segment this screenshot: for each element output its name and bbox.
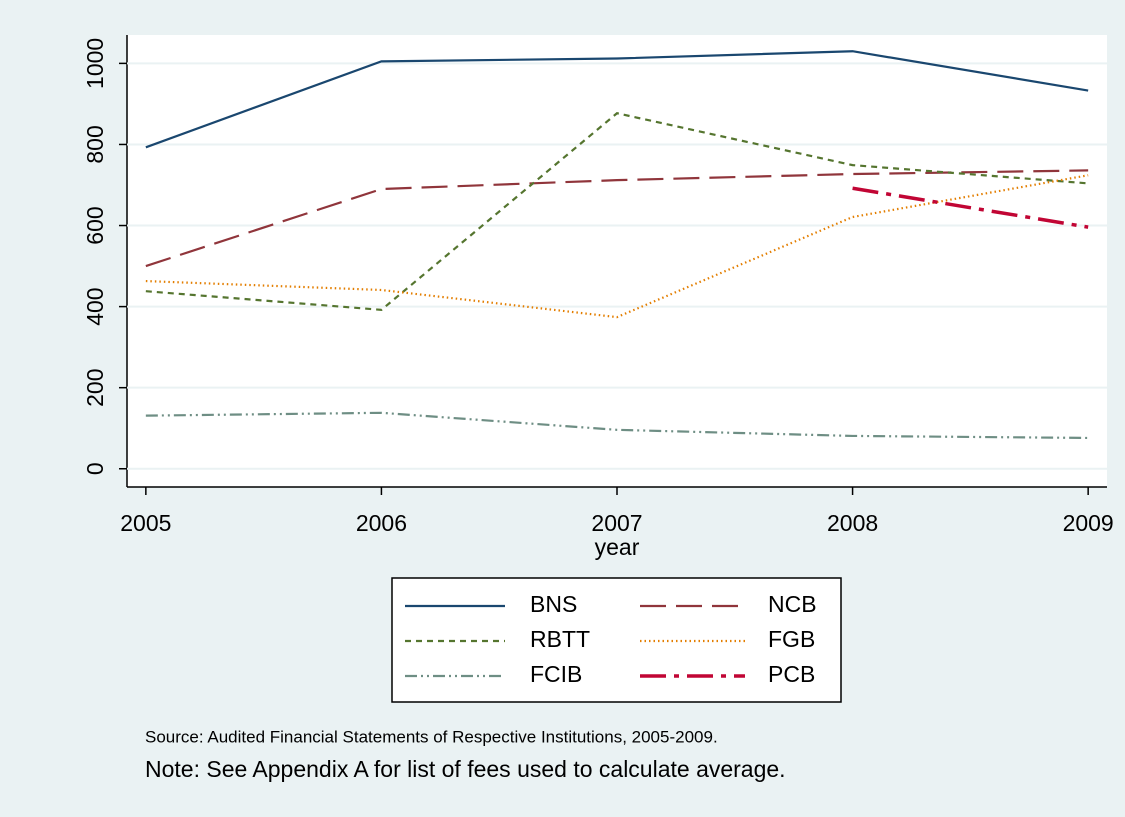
legend-label: BNS [530, 591, 577, 617]
y-tick-label: 1000 [82, 38, 108, 89]
y-tick-label: 600 [82, 206, 108, 244]
y-tick-label: 800 [82, 125, 108, 163]
y-tick-label: 0 [82, 462, 108, 475]
series-line [145, 169, 1089, 268]
y-tick-label: 400 [82, 287, 108, 325]
legend-label: RBTT [530, 626, 590, 652]
x-tick-label: 2005 [120, 510, 171, 536]
y-tick-label: 200 [82, 368, 108, 406]
series-line [852, 186, 1089, 229]
x-tick-label: 2006 [356, 510, 407, 536]
note: Note: See Appendix A for list of fees us… [145, 756, 786, 782]
series-line [145, 112, 1089, 311]
legend-label: PCB [768, 661, 815, 687]
x-axis-label: year [595, 534, 640, 560]
x-tick-label: 2008 [827, 510, 878, 536]
legend-label: NCB [768, 591, 817, 617]
source-note: Source: Audited Financial Statements of … [145, 727, 718, 746]
x-tick-label: 2009 [1063, 510, 1114, 536]
legend-label: FCIB [530, 661, 582, 687]
series-line [145, 50, 1089, 149]
x-tick-label: 2007 [591, 510, 642, 536]
plot-area [127, 35, 1107, 487]
legend [391, 577, 842, 703]
series-line [145, 411, 1089, 440]
legend-label: FGB [768, 626, 815, 652]
series-line [145, 174, 1089, 319]
